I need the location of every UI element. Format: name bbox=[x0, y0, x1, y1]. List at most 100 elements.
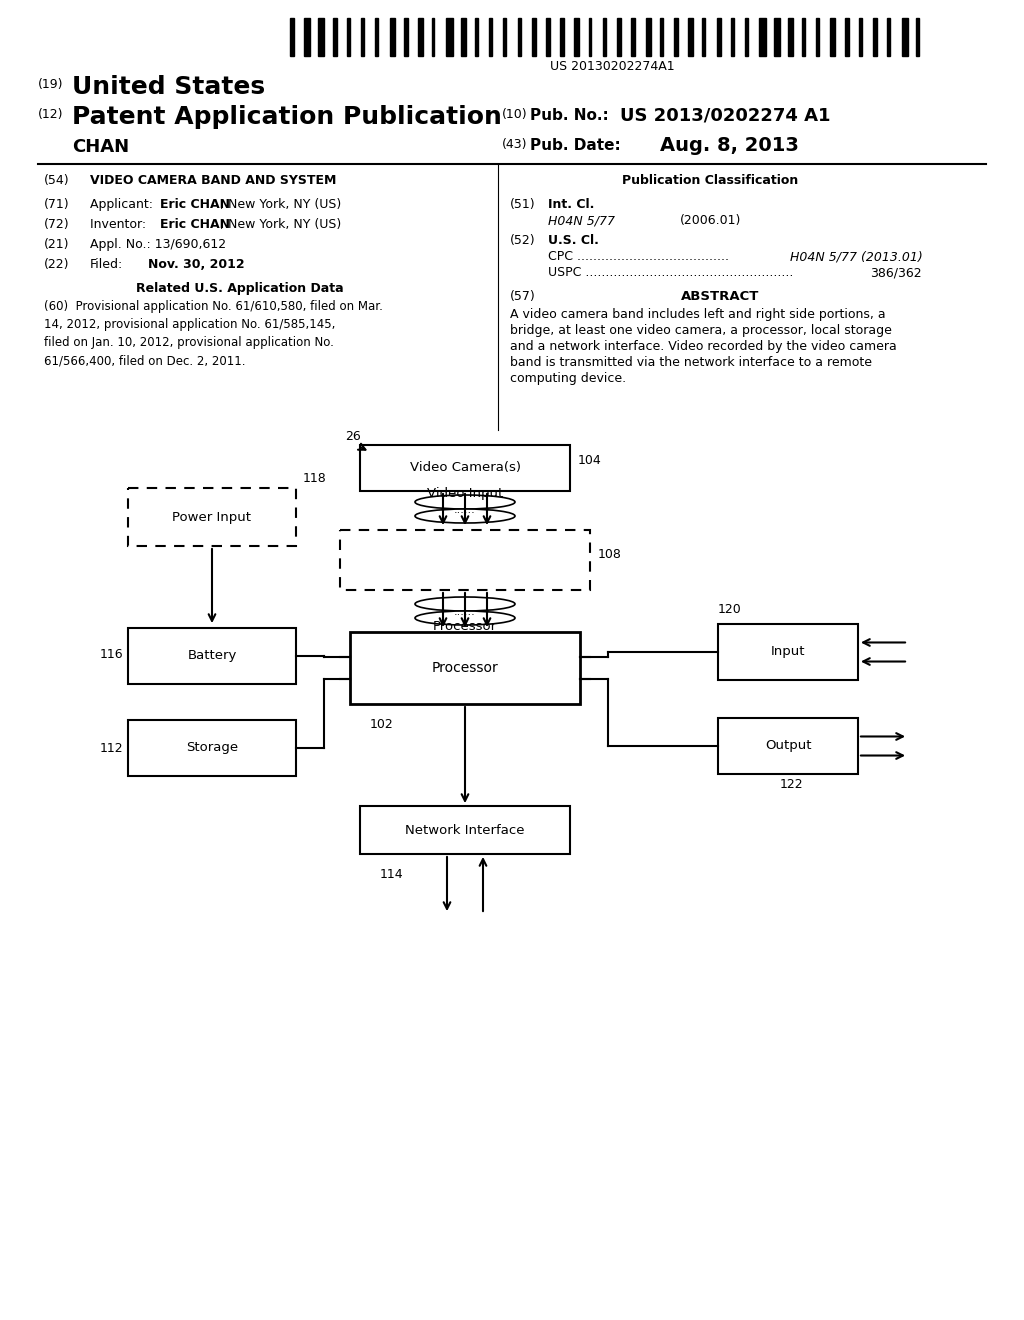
Text: Processor: Processor bbox=[433, 620, 497, 634]
Bar bbox=[688, 18, 693, 55]
Bar bbox=[717, 18, 721, 55]
Bar bbox=[645, 18, 651, 55]
Text: Nov. 30, 2012: Nov. 30, 2012 bbox=[148, 257, 245, 271]
Text: Pub. No.:: Pub. No.: bbox=[530, 108, 614, 123]
Text: ......: ...... bbox=[454, 607, 476, 616]
Text: Appl. No.: 13/690,612: Appl. No.: 13/690,612 bbox=[90, 238, 226, 251]
Text: 386/362: 386/362 bbox=[870, 267, 922, 279]
Bar bbox=[475, 18, 478, 55]
Ellipse shape bbox=[415, 597, 515, 611]
Text: 26: 26 bbox=[345, 430, 360, 444]
Text: (2006.01): (2006.01) bbox=[680, 214, 741, 227]
Text: United States: United States bbox=[72, 75, 265, 99]
Bar bbox=[333, 18, 337, 55]
Text: U.S. Cl.: U.S. Cl. bbox=[548, 234, 599, 247]
Text: Network Interface: Network Interface bbox=[406, 824, 524, 837]
Ellipse shape bbox=[415, 510, 515, 523]
Text: 108: 108 bbox=[598, 549, 622, 561]
Text: (22): (22) bbox=[44, 257, 70, 271]
Text: 102: 102 bbox=[370, 718, 394, 731]
Text: , New York, NY (US): , New York, NY (US) bbox=[220, 198, 341, 211]
Bar bbox=[859, 18, 861, 55]
Bar bbox=[360, 445, 570, 491]
Bar bbox=[360, 807, 570, 854]
Text: (54): (54) bbox=[44, 174, 70, 187]
Bar bbox=[589, 18, 592, 55]
Bar bbox=[389, 18, 395, 55]
Bar bbox=[128, 488, 296, 546]
Text: ......: ...... bbox=[454, 506, 476, 515]
Text: (10): (10) bbox=[502, 108, 527, 121]
Text: Eric CHAN: Eric CHAN bbox=[160, 218, 230, 231]
Text: computing device.: computing device. bbox=[510, 372, 626, 385]
Bar bbox=[787, 18, 794, 55]
Bar bbox=[361, 18, 364, 55]
Bar bbox=[674, 18, 678, 55]
Text: band is transmitted via the network interface to a remote: band is transmitted via the network inte… bbox=[510, 356, 872, 370]
Ellipse shape bbox=[415, 611, 515, 624]
Bar bbox=[304, 18, 310, 55]
Text: (57): (57) bbox=[510, 290, 536, 304]
Bar bbox=[718, 624, 858, 680]
Bar bbox=[901, 18, 907, 55]
Text: Input: Input bbox=[771, 645, 805, 659]
Bar bbox=[760, 18, 766, 55]
Text: 114: 114 bbox=[380, 869, 403, 880]
Text: Filed:: Filed: bbox=[90, 257, 123, 271]
Bar bbox=[461, 18, 466, 55]
Text: A video camera band includes left and right side portions, a: A video camera band includes left and ri… bbox=[510, 308, 886, 321]
Text: (51): (51) bbox=[510, 198, 536, 211]
Bar bbox=[418, 18, 423, 55]
Bar bbox=[446, 18, 453, 55]
Bar bbox=[546, 18, 550, 55]
Text: US 20130202274A1: US 20130202274A1 bbox=[550, 59, 675, 73]
Bar bbox=[830, 18, 836, 55]
Bar bbox=[574, 18, 580, 55]
Text: (71): (71) bbox=[44, 198, 70, 211]
Text: 118: 118 bbox=[303, 473, 327, 484]
Bar bbox=[888, 18, 890, 55]
Text: and a network interface. Video recorded by the video camera: and a network interface. Video recorded … bbox=[510, 341, 897, 352]
Text: Storage: Storage bbox=[186, 742, 238, 755]
Text: bridge, at least one video camera, a processor, local storage: bridge, at least one video camera, a pro… bbox=[510, 323, 892, 337]
Text: 112: 112 bbox=[100, 742, 124, 755]
Bar bbox=[347, 18, 349, 55]
Text: (52): (52) bbox=[510, 234, 536, 247]
Text: VIDEO CAMERA BAND AND SYSTEM: VIDEO CAMERA BAND AND SYSTEM bbox=[90, 174, 336, 187]
Text: H04N 5/77 (2013.01): H04N 5/77 (2013.01) bbox=[790, 249, 923, 263]
Text: , New York, NY (US): , New York, NY (US) bbox=[220, 218, 341, 231]
Text: Patent Application Publication: Patent Application Publication bbox=[72, 106, 502, 129]
Text: Eric CHAN: Eric CHAN bbox=[160, 198, 230, 211]
Bar bbox=[603, 18, 606, 55]
Bar bbox=[376, 18, 378, 55]
Bar bbox=[773, 18, 780, 55]
Bar bbox=[915, 18, 919, 55]
Bar bbox=[350, 632, 580, 704]
Text: H04N 5/77: H04N 5/77 bbox=[548, 214, 615, 227]
Bar bbox=[128, 719, 296, 776]
Bar bbox=[632, 18, 636, 55]
Text: (72): (72) bbox=[44, 218, 70, 231]
Bar bbox=[702, 18, 705, 55]
Bar bbox=[340, 531, 590, 590]
Text: 116: 116 bbox=[100, 648, 124, 661]
Text: (12): (12) bbox=[38, 108, 63, 121]
Bar bbox=[560, 18, 563, 55]
Text: Processor: Processor bbox=[432, 661, 499, 675]
Text: Pub. Date:: Pub. Date: bbox=[530, 139, 621, 153]
Text: ABSTRACT: ABSTRACT bbox=[681, 290, 759, 304]
Bar bbox=[745, 18, 748, 55]
Bar bbox=[432, 18, 434, 55]
Text: Power Input: Power Input bbox=[172, 511, 252, 524]
Bar bbox=[731, 18, 734, 55]
Bar bbox=[845, 18, 849, 55]
Text: USPC ....................................................: USPC ...................................… bbox=[548, 267, 794, 279]
Text: (21): (21) bbox=[44, 238, 70, 251]
Ellipse shape bbox=[415, 495, 515, 510]
Text: Video Input: Video Input bbox=[427, 487, 503, 500]
Bar bbox=[318, 18, 324, 55]
Bar bbox=[517, 18, 521, 55]
Text: Applicant:: Applicant: bbox=[90, 198, 157, 211]
Bar bbox=[128, 628, 296, 684]
Bar bbox=[617, 18, 621, 55]
